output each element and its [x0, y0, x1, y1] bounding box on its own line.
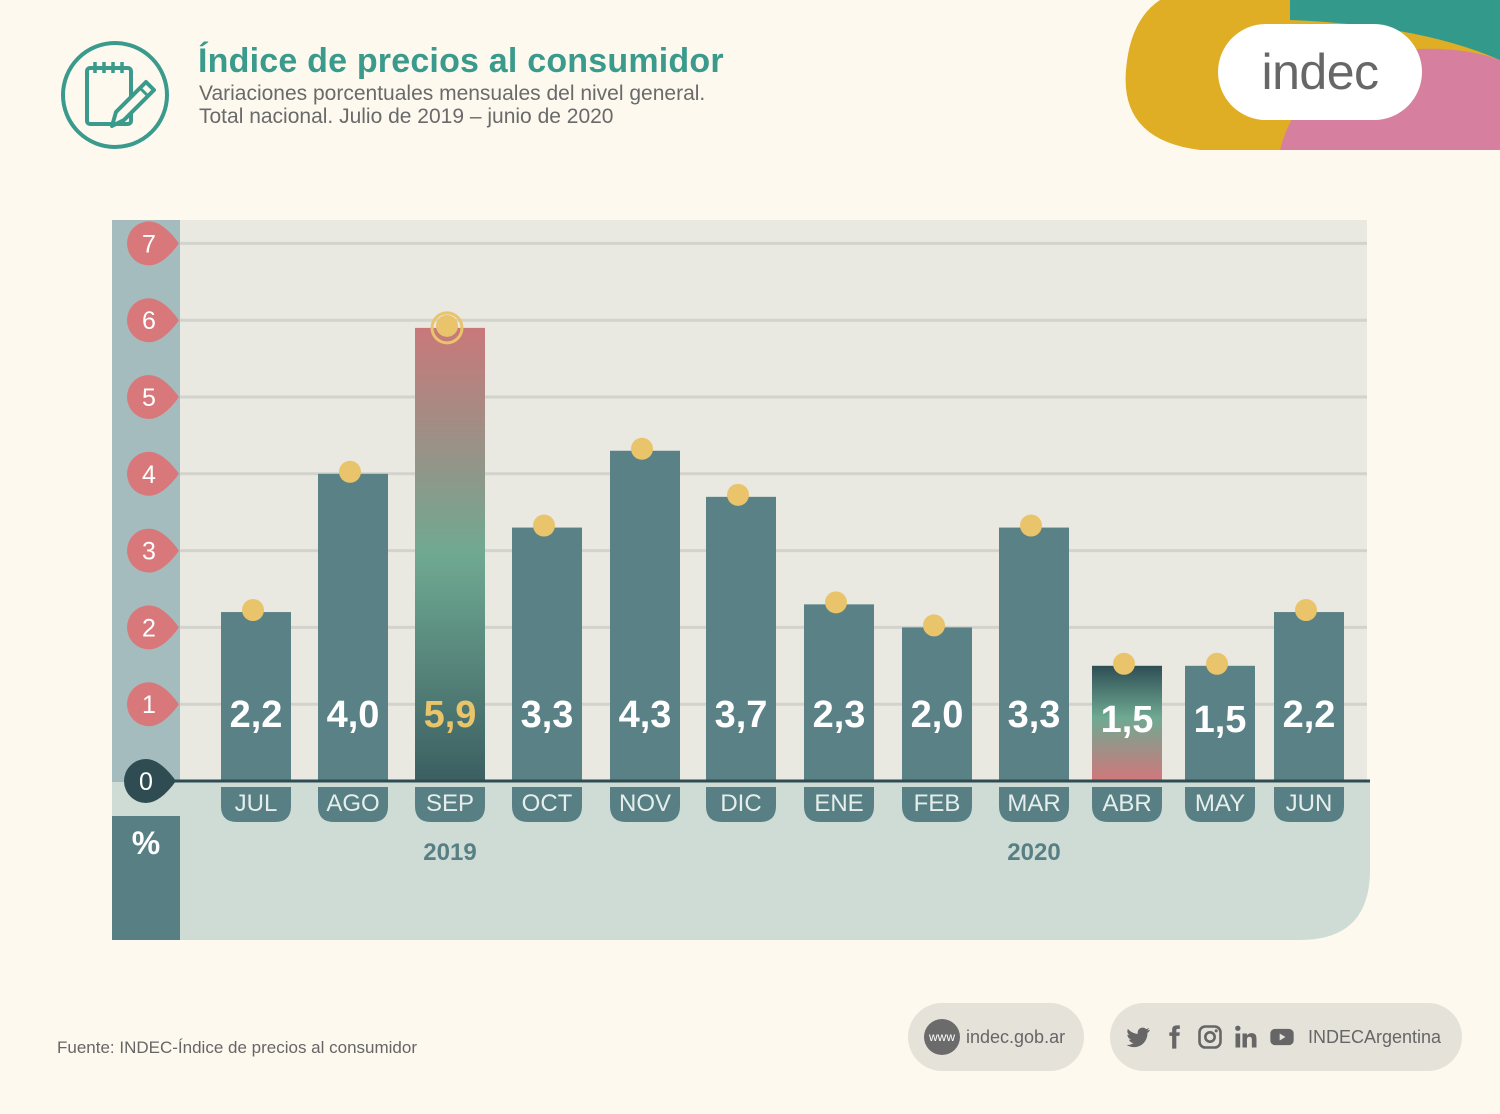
x-tick-tab [610, 787, 680, 822]
value-dot [242, 599, 264, 622]
page-title: Índice de precios al consumidor [198, 42, 724, 80]
x-tick-label: OCT [522, 790, 573, 817]
value-dot [533, 514, 555, 537]
y-tick-label: 6 [142, 307, 156, 335]
bar-nov [610, 450, 680, 781]
bar-mar [999, 527, 1069, 781]
max-marker-ring [430, 311, 464, 345]
y-tick-label: 4 [142, 461, 156, 489]
value-dot [1020, 514, 1042, 537]
value-dot [1113, 652, 1135, 675]
instagram-icon[interactable] [1196, 1023, 1224, 1051]
bar-jul [221, 612, 291, 781]
x-tick-tab [804, 787, 874, 822]
youtube-icon[interactable] [1268, 1023, 1296, 1051]
y-tick-marker [127, 298, 179, 343]
data-label: 2,2 [230, 694, 283, 736]
y-tick-label: 3 [142, 538, 156, 566]
x-tick-label: ABR [1102, 790, 1151, 817]
data-label: 4,0 [327, 694, 380, 736]
x-tick-label: ENE [814, 790, 863, 817]
x-tick-tab [1092, 787, 1162, 822]
value-dot [1206, 652, 1228, 675]
data-label: 1,5 [1194, 699, 1247, 741]
bar-ene [804, 604, 874, 781]
linkedin-icon[interactable] [1232, 1023, 1260, 1051]
twitter-icon[interactable] [1124, 1023, 1152, 1051]
x-tick-tab [221, 787, 291, 822]
x-tick-tab [1185, 787, 1255, 822]
data-label: 3,7 [715, 694, 768, 736]
bar-jun [1274, 612, 1344, 781]
y-tick-marker [127, 605, 179, 650]
source-note: Fuente: INDEC-Índice de precios al consu… [57, 1038, 417, 1057]
y-tick-label: 2 [142, 614, 156, 642]
y-tick-marker [127, 375, 179, 419]
data-label: 2,0 [911, 694, 964, 736]
data-label: 2,2 [1283, 694, 1336, 736]
value-dot [825, 591, 847, 614]
indec-logo-text: indec [1261, 44, 1379, 100]
value-dot [631, 437, 653, 460]
y-tick-marker [127, 528, 179, 573]
subtitle-line-1: Variaciones porcentuales mensuales del n… [199, 82, 706, 105]
data-label: 4,3 [619, 694, 672, 736]
x-tick-label: NOV [619, 790, 671, 817]
x-tick-tab [1274, 787, 1344, 822]
year-label: 2019 [423, 839, 476, 866]
x-tick-label: AGO [326, 790, 379, 817]
value-dot [923, 614, 945, 637]
x-tick-label: MAR [1007, 790, 1060, 817]
year-label: 2020 [1007, 839, 1060, 866]
website-text[interactable]: indec.gob.ar [966, 1026, 1066, 1047]
data-label: 5,9 [424, 694, 477, 736]
indec-logo: indec [1218, 24, 1422, 120]
bar-feb [902, 627, 972, 781]
data-label: 1,5 [1101, 699, 1154, 741]
bar-may [1185, 665, 1255, 781]
bar-sep [415, 327, 485, 781]
x-tick-label: DIC [720, 790, 761, 817]
value-dot [1295, 599, 1317, 622]
data-label: 3,3 [1008, 694, 1061, 736]
y-tick-label: 1 [142, 691, 156, 719]
y-tick-marker [127, 451, 179, 496]
y-tick-label: 7 [142, 230, 156, 258]
x-tick-tab [512, 787, 582, 822]
x-tick-tab [999, 787, 1069, 822]
x-tick-tab [318, 787, 388, 822]
bar-oct [512, 527, 582, 781]
x-tick-label: SEP [426, 790, 474, 817]
x-tick-label: MAY [1195, 790, 1245, 817]
y-tick-marker [124, 759, 176, 803]
x-tick-label: JUL [235, 790, 278, 817]
y-axis-unit-strip [112, 816, 180, 940]
x-tick-tab [706, 787, 776, 822]
x-tick-label: JUN [1286, 790, 1333, 817]
data-label: 3,3 [521, 694, 574, 736]
calendar-pencil-icon [61, 41, 169, 149]
facebook-icon[interactable] [1160, 1023, 1188, 1051]
value-dot [339, 460, 361, 483]
website-link[interactable]: www indec.gob.ar [908, 1003, 1084, 1071]
x-tick-label: FEB [914, 790, 961, 817]
social-links: INDECArgentina [1110, 1003, 1462, 1071]
subtitle-line-2: Total nacional. Julio de 2019 – junio de… [199, 105, 614, 128]
y-tick-label: 5 [142, 384, 156, 412]
y-tick-marker [127, 682, 179, 727]
x-tick-tab [902, 787, 972, 822]
www-icon: www [924, 1019, 960, 1055]
data-label: 2,3 [813, 694, 866, 736]
y-axis-unit-label: % [132, 825, 160, 861]
social-handle[interactable]: INDECArgentina [1308, 1026, 1442, 1047]
y-tick-marker [127, 221, 179, 266]
y-tick-label: 0 [139, 768, 153, 796]
value-dot [727, 483, 749, 506]
value-dot [436, 314, 458, 337]
x-tick-tab [415, 787, 485, 822]
bar-abr [1092, 665, 1162, 781]
bar-ago [318, 473, 388, 781]
bar-dic [706, 496, 776, 781]
